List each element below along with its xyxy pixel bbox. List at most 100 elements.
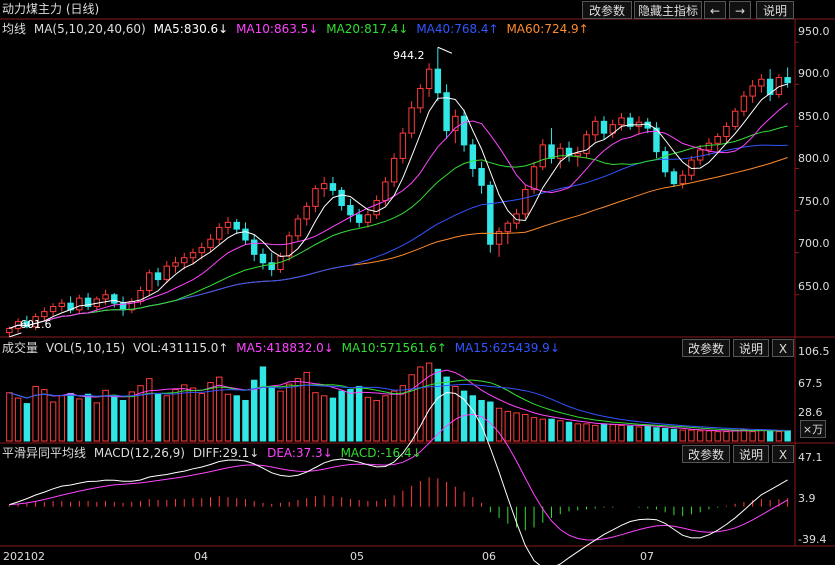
macd-params: MACD(12,26,9) [93, 446, 185, 460]
macd-modify-params-button[interactable]: 改参数 [682, 445, 730, 463]
candle-body [23, 321, 31, 328]
arrow-right-icon[interactable]: → [729, 1, 751, 19]
candle-body [434, 68, 442, 94]
volume-bar [635, 426, 643, 442]
candle-body [731, 110, 739, 127]
y-tick-700: 700.0 [798, 237, 830, 250]
candle-body [583, 134, 590, 154]
candle-body [355, 214, 363, 223]
volume-bar [373, 399, 380, 442]
volume-bar [784, 430, 791, 442]
volume-bar [111, 396, 118, 442]
arrow-left-icon[interactable]: ← [704, 1, 726, 19]
y-tick-650: 650.0 [798, 280, 830, 293]
candle-body [399, 132, 407, 159]
candle-body [329, 183, 337, 191]
candle-body [233, 221, 240, 230]
volume-bar [557, 420, 564, 442]
candle-body [172, 262, 179, 267]
candle-body [548, 144, 555, 159]
volume-bar [146, 378, 153, 442]
volume-bar [251, 379, 258, 442]
x-label-05: 05 [350, 550, 364, 563]
candle-body [285, 235, 293, 257]
y-tick-950: 950.0 [798, 25, 830, 38]
candle-body [661, 151, 669, 173]
volume-bar [137, 385, 144, 442]
ma-label: 均线 [2, 22, 27, 36]
volume-bar [189, 387, 197, 442]
macd-help-button[interactable]: 说明 [733, 445, 769, 463]
candle-body [224, 221, 232, 228]
volume-bar [6, 392, 13, 442]
volume-bar [758, 429, 765, 442]
volume-bar [460, 390, 468, 442]
volume-bar [408, 374, 415, 442]
candle-body [714, 135, 721, 144]
volume-bar [320, 395, 328, 442]
volume-bar [382, 395, 389, 442]
candle-body [312, 188, 319, 207]
modify-params-button[interactable]: 改参数 [582, 1, 632, 19]
volume-bar [329, 397, 337, 442]
volume-value: VOL:431115.0↑ [132, 341, 229, 355]
volume-bar [688, 429, 695, 442]
volume-params: VOL(5,10,15) [45, 341, 126, 355]
candle-body [189, 252, 197, 259]
volume-bar [285, 383, 293, 442]
macd-dea: DEA:37.3↓ [267, 446, 333, 460]
dea-line [9, 413, 788, 541]
volume-bar [14, 397, 22, 442]
volume-bar [259, 366, 267, 442]
candle-body [207, 238, 214, 249]
low-annotation: 601.6 [20, 318, 52, 331]
high-pointer [437, 46, 453, 54]
volume-bar [749, 431, 756, 442]
candle-body [84, 297, 92, 308]
volume-bar [268, 385, 275, 442]
candle-body [32, 316, 39, 328]
volume-bar [390, 390, 398, 442]
candle-body [749, 85, 756, 97]
volume-bar [76, 398, 83, 442]
volume-bar [539, 418, 546, 442]
y-tick-750: 750.0 [798, 195, 830, 208]
candle-body [452, 115, 459, 132]
macd-value: MACD:-16.4↓ [340, 446, 422, 460]
volume-modify-params-button[interactable]: 改参数 [682, 339, 730, 357]
macd-header: 平滑异同平均线 MACD(12,26,9) DIFF:29.1↓ DEA:37.… [2, 444, 422, 462]
volume-close-icon[interactable]: X [772, 339, 794, 357]
volume-bar [58, 395, 66, 442]
candle-body [6, 327, 13, 334]
volume-label: 成交量 [2, 341, 39, 355]
candle-body [460, 115, 468, 146]
candle-body [469, 144, 477, 169]
volume-bar [49, 401, 57, 442]
candle-body [705, 142, 713, 151]
volume-ma15-line [9, 383, 788, 431]
volume-help-button[interactable]: 说明 [733, 339, 769, 357]
macd-close-icon[interactable]: X [772, 445, 794, 463]
volume-bar [714, 431, 721, 442]
help-button[interactable]: 说明 [756, 1, 794, 19]
volume-bar [565, 421, 573, 442]
volume-bar [355, 385, 363, 442]
candle-body [382, 181, 389, 201]
volume-bar [163, 395, 170, 442]
candle-body [294, 218, 302, 237]
hide-main-indicator-button[interactable]: 隐藏主指标 [634, 1, 702, 19]
high-annotation: 944.2 [393, 49, 425, 62]
candle-body [679, 174, 686, 185]
candle-body [618, 117, 625, 126]
volume-bar [443, 376, 450, 442]
volume-bar [312, 392, 319, 442]
volume-bar [452, 385, 459, 442]
candle-body [364, 214, 372, 223]
volume-bar [224, 393, 232, 442]
volume-bar [696, 430, 704, 442]
candle-body [251, 239, 258, 255]
candle-body [696, 149, 704, 161]
volume-bar [775, 431, 783, 442]
volume-bar [67, 392, 74, 442]
volume-bar [548, 418, 555, 442]
